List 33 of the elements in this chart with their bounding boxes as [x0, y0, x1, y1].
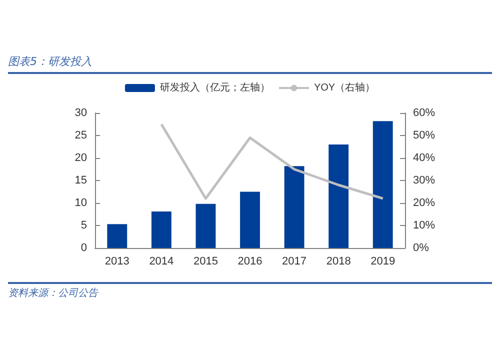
bar	[372, 121, 393, 248]
bar	[107, 224, 128, 248]
line-series	[160, 123, 384, 200]
y2-tick-label: 0%	[413, 242, 430, 254]
legend-label: YOY（右轴）	[314, 82, 376, 94]
y-tick-label: 25	[74, 130, 87, 142]
bar	[284, 166, 304, 248]
bar	[328, 144, 349, 248]
y-tick-label: 15	[74, 174, 87, 186]
x-tick-label: 2019	[370, 256, 396, 268]
x-tick-label: 2015	[193, 256, 218, 268]
y-tick-label: 20	[74, 152, 87, 164]
bar	[240, 192, 260, 248]
y2-tick-label: 40%	[413, 152, 436, 164]
y-tick-label: 5	[80, 220, 87, 232]
y2-tick-label: 20%	[413, 197, 436, 209]
y2-tick-label: 50%	[413, 130, 436, 142]
y2-tick-label: 30%	[413, 174, 436, 186]
bar	[196, 204, 216, 248]
x-tick-label: 2017	[282, 256, 307, 268]
y2-tick-label: 10%	[413, 220, 436, 232]
x-tick-label: 2014	[149, 256, 174, 268]
y-tick-label: 10	[74, 197, 87, 209]
y-tick-label: 30	[74, 107, 87, 119]
bar	[151, 212, 172, 248]
legend-label: 研发投入（亿元；左轴）	[160, 82, 270, 94]
x-tick-label: 2016	[238, 256, 262, 268]
x-tick-label: 2018	[326, 256, 351, 268]
y-tick-label: 0	[80, 242, 87, 254]
y2-tick-label: 60%	[413, 107, 436, 119]
x-tick-label: 2013	[104, 256, 130, 268]
chart-title: 图表5：研发投入	[8, 54, 492, 74]
text: 资料来源：公司公告	[8, 282, 492, 300]
